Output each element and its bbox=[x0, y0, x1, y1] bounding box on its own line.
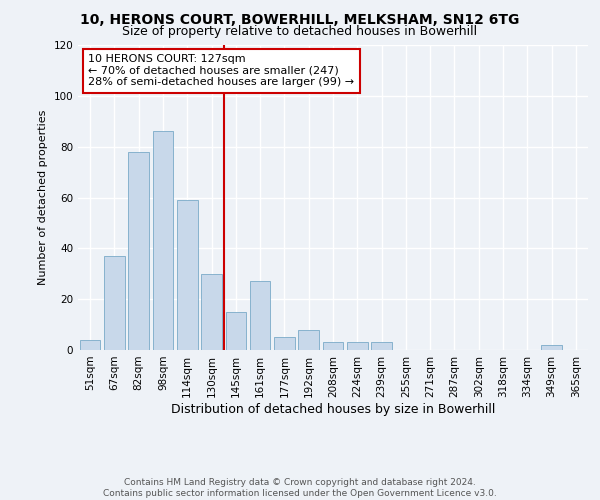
Bar bbox=[371, 342, 392, 350]
Bar bbox=[128, 152, 149, 350]
Bar bbox=[80, 340, 100, 350]
Bar bbox=[347, 342, 368, 350]
Text: 10 HERONS COURT: 127sqm
← 70% of detached houses are smaller (247)
28% of semi-d: 10 HERONS COURT: 127sqm ← 70% of detache… bbox=[88, 54, 355, 88]
Bar bbox=[152, 132, 173, 350]
Bar bbox=[541, 345, 562, 350]
Text: Size of property relative to detached houses in Bowerhill: Size of property relative to detached ho… bbox=[122, 25, 478, 38]
Bar bbox=[323, 342, 343, 350]
X-axis label: Distribution of detached houses by size in Bowerhill: Distribution of detached houses by size … bbox=[171, 402, 495, 415]
Bar bbox=[201, 274, 222, 350]
Bar bbox=[226, 312, 246, 350]
Bar bbox=[274, 338, 295, 350]
Y-axis label: Number of detached properties: Number of detached properties bbox=[38, 110, 48, 285]
Bar bbox=[250, 282, 271, 350]
Bar bbox=[298, 330, 319, 350]
Text: Contains HM Land Registry data © Crown copyright and database right 2024.
Contai: Contains HM Land Registry data © Crown c… bbox=[103, 478, 497, 498]
Text: 10, HERONS COURT, BOWERHILL, MELKSHAM, SN12 6TG: 10, HERONS COURT, BOWERHILL, MELKSHAM, S… bbox=[80, 12, 520, 26]
Bar bbox=[177, 200, 197, 350]
Bar bbox=[104, 256, 125, 350]
